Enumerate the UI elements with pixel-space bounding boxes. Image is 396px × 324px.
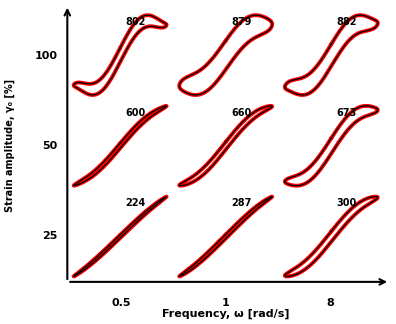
Text: 673: 673 bbox=[337, 108, 357, 118]
Text: 100: 100 bbox=[34, 51, 57, 61]
Text: Frequency, ω [rad/s]: Frequency, ω [rad/s] bbox=[162, 309, 289, 319]
Text: 287: 287 bbox=[231, 198, 251, 208]
Text: Strain amplitude, γ₀ [%]: Strain amplitude, γ₀ [%] bbox=[5, 79, 15, 212]
Text: 660: 660 bbox=[231, 108, 251, 118]
Text: 882: 882 bbox=[337, 17, 357, 27]
Text: 300: 300 bbox=[337, 198, 357, 208]
Text: 600: 600 bbox=[126, 108, 146, 118]
Text: 50: 50 bbox=[42, 141, 57, 151]
Text: 8: 8 bbox=[326, 298, 334, 308]
Text: 879: 879 bbox=[231, 17, 251, 27]
Text: 1: 1 bbox=[222, 298, 230, 308]
Text: 224: 224 bbox=[126, 198, 146, 208]
Text: 25: 25 bbox=[42, 231, 57, 241]
Text: 0.5: 0.5 bbox=[111, 298, 131, 308]
Text: 802: 802 bbox=[126, 17, 146, 27]
